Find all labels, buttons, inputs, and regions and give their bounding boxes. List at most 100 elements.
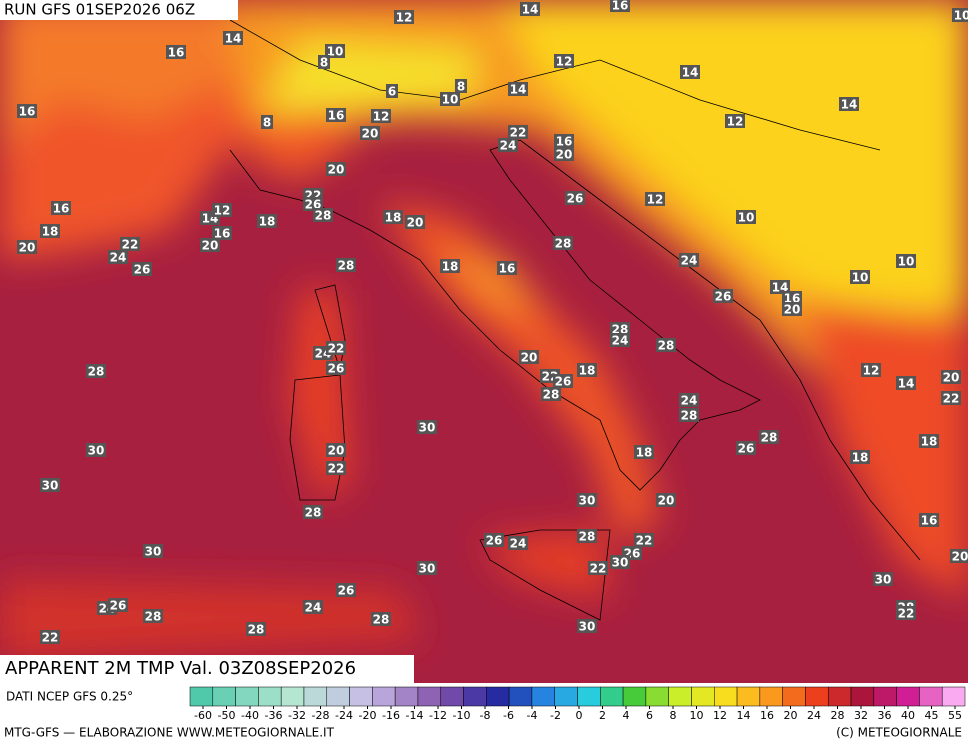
colorbar-tick-label: -36	[265, 709, 283, 722]
contour-label-box	[508, 536, 528, 550]
colorbar-tick-label: 20	[784, 709, 798, 722]
contour-label: 16	[53, 202, 70, 216]
colorbar-tick-label: -14	[406, 709, 424, 722]
contour-label-box	[577, 619, 597, 633]
contour-label-box	[577, 493, 597, 507]
colorbar-tick-label: 16	[760, 709, 774, 722]
contour-label-box	[541, 387, 561, 401]
contour-label-box	[713, 289, 733, 303]
colorbar-swatch	[896, 686, 920, 707]
contour-label-box	[736, 441, 756, 455]
contour-label: 16	[921, 514, 938, 528]
contour-label-box	[782, 302, 802, 316]
colorbar-tick-label: -12	[429, 709, 447, 722]
contour-label-box	[417, 561, 437, 575]
run-label: RUN GFS 01SEP2026 06Z	[4, 1, 195, 19]
contour-label-box	[736, 210, 756, 224]
contour-label: 30	[579, 494, 596, 508]
contour-label-box	[950, 549, 968, 563]
contour-label: 18	[636, 446, 653, 460]
contour-label: 18	[852, 451, 869, 465]
colorbar-tick-label: 6	[646, 709, 653, 722]
contour-label: 20	[784, 303, 801, 317]
contour-label-box	[873, 572, 893, 586]
contour-label-box	[166, 45, 186, 59]
contour-label-box	[386, 84, 398, 98]
contour-label: 30	[145, 545, 162, 559]
contour-label-box	[610, 322, 630, 336]
contour-label: 28	[338, 259, 355, 273]
colorbar-tick-label: 40	[901, 709, 915, 722]
contour-label-box	[246, 622, 266, 636]
contour-label: 10	[327, 45, 344, 59]
contour-label-box	[610, 0, 630, 12]
colorbar-tick-label: -8	[480, 709, 491, 722]
contour-label: 30	[419, 562, 436, 576]
contour-label-box	[610, 333, 630, 347]
contour-label: 24	[500, 139, 517, 153]
contour-label: 10	[442, 93, 459, 107]
contour-label: 30	[419, 421, 436, 435]
contour-label: 10	[954, 9, 968, 23]
contour-label-box	[318, 55, 330, 69]
colorbar-swatch	[600, 686, 624, 707]
colorbar-swatch	[235, 686, 259, 707]
contour-label: 20	[19, 241, 36, 255]
colorbar-tick-label: 28	[831, 709, 845, 722]
contour-label-box	[759, 430, 779, 444]
contour-label-box	[143, 544, 163, 558]
contour-label: 20	[362, 127, 379, 141]
contour-label-box	[782, 291, 802, 305]
contour-label-box	[554, 134, 574, 148]
contour-label-box	[261, 115, 273, 129]
contour-label: 24	[681, 254, 698, 268]
contour-label: 12	[396, 11, 413, 25]
contour-label: 22	[510, 126, 527, 140]
contour-label: 30	[42, 479, 59, 493]
contour-label-box	[770, 280, 790, 294]
contour-label: 18	[42, 225, 59, 239]
contour-label-box	[850, 450, 870, 464]
contour-label-box	[325, 44, 345, 58]
colorbar-tick-label: 45	[925, 709, 939, 722]
contour-label-box	[417, 420, 437, 434]
contour-label-box	[679, 393, 699, 407]
contour-label-box	[303, 197, 323, 211]
contour-label-box	[455, 79, 467, 93]
colorbar-swatch	[326, 686, 350, 707]
contour-label-box	[850, 270, 870, 284]
map	[0, 0, 968, 683]
contour-label-box	[941, 370, 961, 384]
colorbar-tick-label: -50	[218, 709, 236, 722]
contour-label-box	[610, 555, 630, 569]
colorbar-tick-label: -20	[359, 709, 377, 722]
contour-label-box	[326, 443, 346, 457]
contour-label: 16	[214, 227, 231, 241]
contour-label: 30	[612, 556, 629, 570]
contour-label-box	[394, 10, 414, 24]
contour-label: 20	[556, 148, 573, 162]
contour-label: 26	[738, 442, 755, 456]
contour-label: 12	[647, 193, 664, 207]
colorbar-swatch	[622, 686, 647, 707]
colorbar-swatch	[873, 686, 897, 707]
contour-label-box	[360, 126, 380, 140]
contour-label-box	[326, 108, 346, 122]
contour-label: 22	[943, 392, 960, 406]
colorbar-tick-label: -10	[453, 709, 471, 722]
contour-label-box	[40, 224, 60, 238]
contour-label: 30	[875, 573, 892, 587]
colorbar-tick-label: 12	[713, 709, 727, 722]
contour-label-box	[484, 533, 504, 547]
colorbar-swatch	[394, 686, 419, 707]
contour-label: 28	[305, 506, 322, 520]
contour-label-box	[941, 391, 961, 405]
contour-label: 26	[134, 263, 151, 277]
contour-label-box	[520, 2, 540, 16]
colorbar-swatch	[531, 686, 555, 707]
contour-label: 8	[263, 116, 271, 130]
colorbar-tick-label: -60	[194, 709, 212, 722]
colorbar-swatch	[782, 686, 806, 707]
colorbar-swatch	[463, 686, 487, 707]
